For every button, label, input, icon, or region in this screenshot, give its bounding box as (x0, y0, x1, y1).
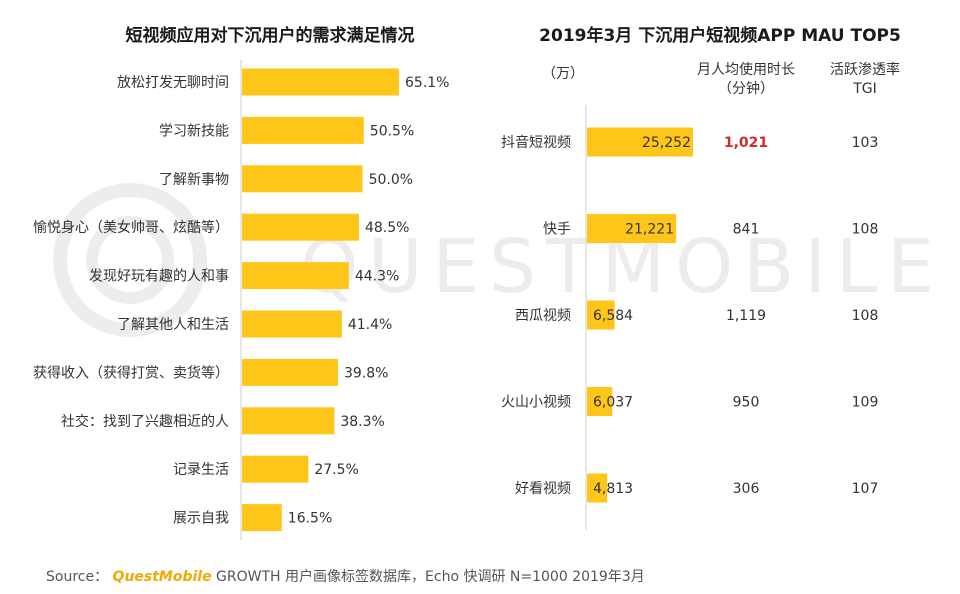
left-bar (242, 310, 342, 338)
left-category-label: 记录生活 (173, 462, 229, 478)
right-value-label: 25,252 (642, 135, 691, 151)
left-bar (242, 407, 335, 435)
right-value-label: 4,813 (593, 481, 633, 497)
usage-time-value: 950 (733, 395, 760, 411)
table-header-line: 活跃渗透率 (830, 61, 900, 78)
usage-time-value: 1,021 (724, 135, 768, 151)
left-category-label: 愉悦身心（美女帅哥、炫酷等） (33, 219, 229, 236)
left-chart-title: 短视频应用对下沉用户的需求满足情况 (126, 25, 415, 46)
left-category-label: 展示自我 (173, 511, 229, 527)
tgi-value: 108 (852, 308, 879, 324)
right-bar (587, 127, 693, 157)
mau-unit-label: （万） (542, 66, 584, 82)
left-category-label: 获得收入（获得打赏、卖货等） (33, 364, 229, 381)
tgi-value: 108 (852, 222, 879, 238)
source-prefix: Source： (46, 569, 109, 585)
source-note: Source： QuestMobile GROWTH 用户画像标签数据库，Ech… (46, 566, 645, 586)
right-category-label: 西瓜视频 (515, 308, 571, 324)
source-rest: GROWTH 用户画像标签数据库，Echo 快调研 N=1000 2019年3月 (211, 569, 645, 585)
left-value-label: 41.4% (348, 317, 392, 333)
left-value-label: 16.5% (288, 511, 332, 527)
left-bar (242, 116, 364, 144)
left-category-label: 学习新技能 (159, 123, 229, 139)
left-category-label: 放松打发无聊时间 (117, 74, 229, 91)
right-table: 1,021 103 841 108 1,119 108 950 109 306 107 (724, 135, 879, 497)
right-bars: 抖音短视频 25,252 快手 21,221 西瓜视频 6,584 火山小视频 6,037 好看… (501, 127, 693, 503)
table-header-line: 月人均使用时长 (697, 61, 795, 78)
left-category-label: 发现好玩有趣的人和事 (89, 269, 229, 285)
left-bar (242, 213, 359, 241)
right-value-label: 21,221 (625, 222, 674, 238)
right-bar (587, 300, 615, 330)
left-category-label: 了解新事物 (159, 172, 229, 188)
left-value-label: 48.5% (365, 220, 409, 236)
left-bars: 放松打发无聊时间 65.1% 学习新技能 50.5% 了解新事物 50.0% 愉悦身心（美女… (33, 68, 449, 532)
left-bar (242, 165, 363, 193)
right-bar (587, 387, 613, 416)
tgi-value: 107 (852, 481, 879, 497)
table-header-line: （分钟） (718, 80, 774, 97)
left-bar (242, 455, 309, 483)
left-value-label: 38.3% (340, 414, 384, 430)
table-headers: 月人均使用时长 （分钟） 活跃渗透率 TGI (697, 61, 900, 97)
right-bar (587, 473, 608, 503)
left-value-label: 39.8% (344, 365, 388, 381)
right-value-label: 6,584 (593, 308, 633, 324)
left-value-label: 50.5% (370, 123, 414, 139)
left-bar (242, 358, 338, 386)
left-category-label: 社交：找到了兴趣相近的人 (61, 413, 229, 430)
left-bar (242, 262, 349, 290)
right-category-label: 火山小视频 (501, 395, 571, 411)
usage-time-value: 1,119 (726, 308, 766, 324)
right-chart-title: 2019年3月 下沉用户短视频APP MAU TOP5 (539, 25, 901, 46)
left-bar (242, 504, 282, 532)
right-category-label: 快手 (543, 222, 571, 238)
left-value-label: 50.0% (369, 172, 413, 188)
left-category-label: 了解其他人和生活 (117, 317, 229, 333)
left-bar (242, 68, 399, 96)
left-value-label: 65.1% (405, 75, 449, 91)
right-bar (587, 214, 677, 243)
usage-time-value: 306 (733, 481, 760, 497)
table-header-line: TGI (852, 81, 877, 97)
left-value-label: 44.3% (355, 269, 399, 285)
tgi-value: 109 (852, 395, 879, 411)
usage-time-value: 841 (733, 222, 760, 238)
watermark: QUESTMOBILE (53, 183, 934, 337)
left-value-label: 27.5% (314, 462, 358, 478)
right-value-label: 6,037 (593, 395, 633, 411)
tgi-value: 103 (852, 135, 879, 151)
right-category-label: 抖音短视频 (501, 134, 571, 151)
source-brand: QuestMobile (112, 569, 212, 585)
right-category-label: 好看视频 (515, 481, 571, 497)
